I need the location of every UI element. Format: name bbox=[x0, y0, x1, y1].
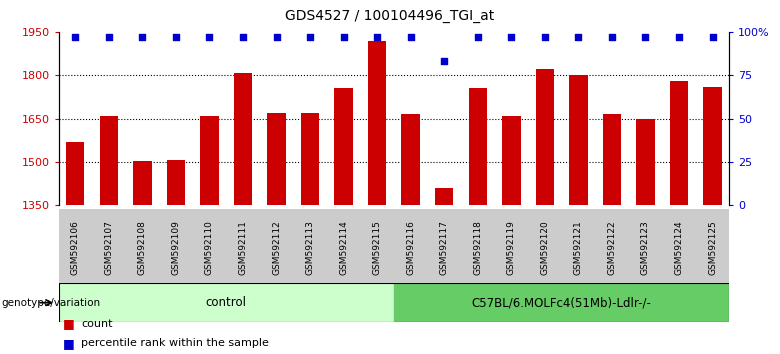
Bar bbox=[268, 113, 285, 205]
Point bbox=[538, 34, 551, 40]
Text: GSM592120: GSM592120 bbox=[541, 220, 549, 275]
Text: GSM592116: GSM592116 bbox=[406, 220, 415, 275]
Bar bbox=[234, 73, 252, 205]
Bar bbox=[167, 160, 185, 205]
Bar bbox=[394, 209, 427, 283]
Bar bbox=[327, 209, 360, 283]
Point bbox=[405, 34, 417, 40]
Point bbox=[204, 34, 216, 40]
Text: GSM592118: GSM592118 bbox=[473, 220, 482, 275]
Text: ■: ■ bbox=[62, 337, 74, 350]
Bar bbox=[368, 41, 386, 205]
Bar bbox=[704, 87, 722, 205]
Text: count: count bbox=[81, 319, 112, 329]
Bar bbox=[260, 209, 293, 283]
Bar bbox=[226, 209, 260, 283]
Text: GSM592121: GSM592121 bbox=[574, 220, 583, 275]
Bar bbox=[293, 209, 327, 283]
Bar bbox=[394, 283, 729, 322]
Bar bbox=[603, 114, 621, 205]
Point bbox=[69, 34, 82, 40]
Bar bbox=[696, 209, 729, 283]
Point bbox=[304, 34, 317, 40]
Bar bbox=[595, 209, 629, 283]
Point bbox=[136, 34, 149, 40]
Bar bbox=[100, 116, 118, 205]
Point bbox=[103, 34, 115, 40]
Bar bbox=[461, 209, 495, 283]
Point bbox=[707, 34, 719, 40]
Text: ■: ■ bbox=[62, 318, 74, 330]
Bar bbox=[200, 116, 218, 205]
Text: GSM592108: GSM592108 bbox=[138, 220, 147, 275]
Text: C57BL/6.MOLFc4(51Mb)-Ldlr-/-: C57BL/6.MOLFc4(51Mb)-Ldlr-/- bbox=[472, 296, 651, 309]
Text: GSM592106: GSM592106 bbox=[71, 220, 80, 275]
Text: GSM592124: GSM592124 bbox=[675, 220, 683, 275]
Bar bbox=[469, 88, 487, 205]
Bar bbox=[126, 209, 159, 283]
Point bbox=[338, 34, 350, 40]
Bar bbox=[133, 160, 151, 205]
Text: GSM592123: GSM592123 bbox=[641, 220, 650, 275]
Bar bbox=[528, 209, 562, 283]
Point bbox=[237, 34, 250, 40]
Text: GSM592115: GSM592115 bbox=[373, 220, 381, 275]
Point bbox=[472, 34, 484, 40]
Text: GSM592109: GSM592109 bbox=[172, 220, 180, 275]
Bar bbox=[58, 283, 394, 322]
Text: GSM592119: GSM592119 bbox=[507, 220, 516, 275]
Point bbox=[640, 34, 652, 40]
Bar bbox=[495, 209, 528, 283]
Text: GDS4527 / 100104496_TGI_at: GDS4527 / 100104496_TGI_at bbox=[285, 9, 495, 23]
Bar bbox=[536, 69, 554, 205]
Point bbox=[673, 34, 686, 40]
Text: GSM592111: GSM592111 bbox=[239, 220, 247, 275]
Point bbox=[438, 58, 451, 64]
Bar bbox=[502, 116, 520, 205]
Bar bbox=[66, 142, 84, 205]
Bar bbox=[427, 209, 461, 283]
Point bbox=[371, 34, 384, 40]
Text: GSM592112: GSM592112 bbox=[272, 220, 281, 275]
Text: GSM592125: GSM592125 bbox=[708, 220, 717, 275]
Bar bbox=[562, 209, 595, 283]
Text: GSM592110: GSM592110 bbox=[205, 220, 214, 275]
Bar bbox=[360, 209, 394, 283]
Text: GSM592117: GSM592117 bbox=[440, 220, 448, 275]
Bar bbox=[335, 88, 353, 205]
Text: GSM592107: GSM592107 bbox=[105, 220, 113, 275]
Text: GSM592122: GSM592122 bbox=[608, 220, 616, 275]
Text: control: control bbox=[206, 296, 246, 309]
Bar bbox=[301, 113, 319, 205]
Bar bbox=[670, 81, 688, 205]
Bar bbox=[58, 209, 92, 283]
Bar bbox=[629, 209, 662, 283]
Bar bbox=[435, 188, 453, 205]
Point bbox=[606, 34, 619, 40]
Bar bbox=[92, 209, 126, 283]
Bar bbox=[636, 119, 654, 205]
Text: genotype/variation: genotype/variation bbox=[2, 298, 101, 308]
Bar bbox=[662, 209, 696, 283]
Text: GSM592114: GSM592114 bbox=[339, 220, 348, 275]
Bar bbox=[569, 75, 587, 205]
Text: percentile rank within the sample: percentile rank within the sample bbox=[81, 338, 269, 348]
Point bbox=[505, 34, 518, 40]
Point bbox=[170, 34, 183, 40]
Point bbox=[271, 34, 283, 40]
Point bbox=[573, 34, 585, 40]
Bar bbox=[402, 114, 420, 205]
Text: GSM592113: GSM592113 bbox=[306, 220, 314, 275]
Bar bbox=[159, 209, 193, 283]
Bar bbox=[193, 209, 226, 283]
